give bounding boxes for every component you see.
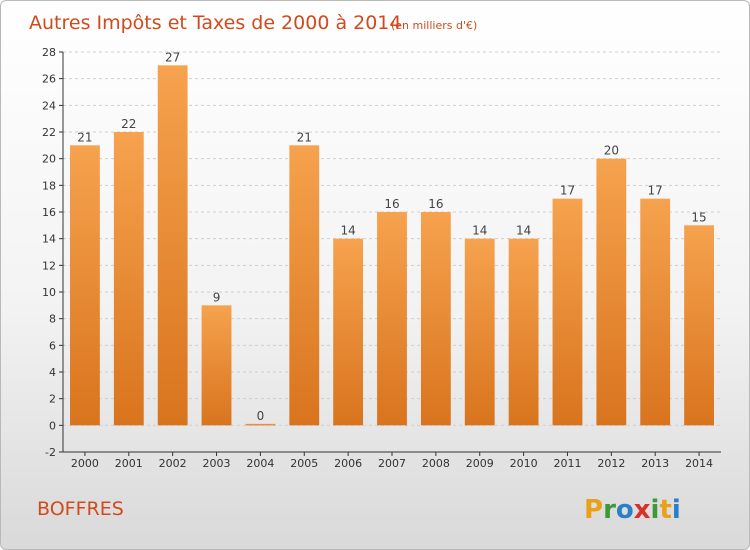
bar-2002 bbox=[157, 65, 188, 426]
value-label-2006: 14 bbox=[340, 224, 355, 238]
bar-2001 bbox=[113, 132, 144, 426]
value-label-2003: 9 bbox=[213, 290, 221, 304]
value-label-2005: 21 bbox=[297, 130, 312, 144]
bar-2010 bbox=[508, 238, 539, 426]
value-label-2012: 20 bbox=[604, 144, 619, 158]
bar-2003 bbox=[201, 305, 232, 426]
value-label-2007: 16 bbox=[384, 197, 399, 211]
value-label-2002: 27 bbox=[165, 50, 180, 64]
bars: 21 22 27 9 0 21 14 16 16 14 14 17 20 17 15 bbox=[70, 50, 714, 426]
bar-2009 bbox=[464, 238, 495, 426]
x-tick-label-2013: 2013 bbox=[641, 457, 669, 470]
value-label-2013: 17 bbox=[648, 184, 663, 198]
x-tick-label-2012: 2012 bbox=[597, 457, 625, 470]
x-axis-ticks: 2000 2001 2002 2003 2004 2005 2006 2007 2008 2009… bbox=[71, 452, 713, 470]
bar-2008 bbox=[420, 212, 451, 426]
logo-letter: t bbox=[659, 495, 671, 525]
y-tick-label: 2 bbox=[49, 393, 56, 406]
bar-2011 bbox=[552, 198, 583, 426]
value-label-2010: 14 bbox=[516, 224, 531, 238]
value-label-2008: 16 bbox=[428, 197, 443, 211]
y-tick-label: 6 bbox=[49, 339, 56, 352]
y-tick-label: 16 bbox=[42, 206, 56, 219]
y-tick-label: 10 bbox=[42, 286, 56, 299]
x-tick-label-2001: 2001 bbox=[115, 457, 143, 470]
bar-2013 bbox=[640, 198, 671, 426]
x-tick-label-2008: 2008 bbox=[422, 457, 450, 470]
bar-2000 bbox=[70, 145, 100, 426]
x-tick-label-2002: 2002 bbox=[159, 457, 187, 470]
y-tick-label: 14 bbox=[42, 233, 56, 246]
y-tick-label: 12 bbox=[42, 259, 56, 272]
bar-2007 bbox=[377, 212, 407, 426]
bar-2014 bbox=[684, 225, 714, 426]
x-tick-label-2000: 2000 bbox=[71, 457, 99, 470]
logo-letter: P bbox=[584, 495, 603, 525]
bar-2004 bbox=[245, 423, 276, 426]
x-tick-label-2003: 2003 bbox=[203, 457, 231, 470]
x-tick-label-2005: 2005 bbox=[290, 457, 318, 470]
y-tick-label: 28 bbox=[42, 46, 56, 59]
logo-letter: o bbox=[616, 495, 634, 525]
y-tick-label: 26 bbox=[42, 73, 56, 86]
value-label-2000: 21 bbox=[77, 130, 92, 144]
commune-name: BOFFRES bbox=[37, 498, 124, 520]
chart-title: Autres Impôts et Taxes de 2000 à 2014 bbox=[29, 12, 402, 34]
logo-letter: r bbox=[603, 495, 616, 525]
value-label-2004: 0 bbox=[257, 409, 265, 423]
bar-2012 bbox=[596, 158, 627, 426]
x-tick-label-2011: 2011 bbox=[553, 457, 581, 470]
y-tick-label: 24 bbox=[42, 99, 56, 112]
value-label-2001: 22 bbox=[121, 117, 136, 131]
bar-2006 bbox=[333, 238, 364, 426]
x-tick-label-2014: 2014 bbox=[685, 457, 713, 470]
proxiti-logo: Proxiti bbox=[584, 495, 681, 525]
x-tick-label-2010: 2010 bbox=[510, 457, 538, 470]
bar-2005 bbox=[289, 145, 320, 426]
x-tick-label-2006: 2006 bbox=[334, 457, 362, 470]
logo-letter: i bbox=[651, 495, 660, 525]
logo-letter: i bbox=[672, 495, 681, 525]
logo-letter: x bbox=[634, 495, 651, 525]
value-label-2014: 15 bbox=[691, 210, 706, 224]
x-tick-label-2007: 2007 bbox=[378, 457, 406, 470]
y-tick-label: 20 bbox=[42, 153, 56, 166]
y-tick-label: 0 bbox=[49, 419, 56, 432]
y-tick-label: 22 bbox=[42, 126, 56, 139]
value-label-2009: 14 bbox=[472, 224, 487, 238]
y-tick-label: 18 bbox=[42, 179, 56, 192]
y-tick-label: -2 bbox=[45, 446, 56, 459]
x-tick-label-2004: 2004 bbox=[246, 457, 274, 470]
x-tick-label-2009: 2009 bbox=[466, 457, 494, 470]
y-tick-label: 8 bbox=[49, 313, 56, 326]
chart-subtitle: (en milliers d'€) bbox=[391, 19, 477, 32]
value-label-2011: 17 bbox=[560, 184, 575, 198]
y-tick-label: 4 bbox=[49, 366, 56, 379]
